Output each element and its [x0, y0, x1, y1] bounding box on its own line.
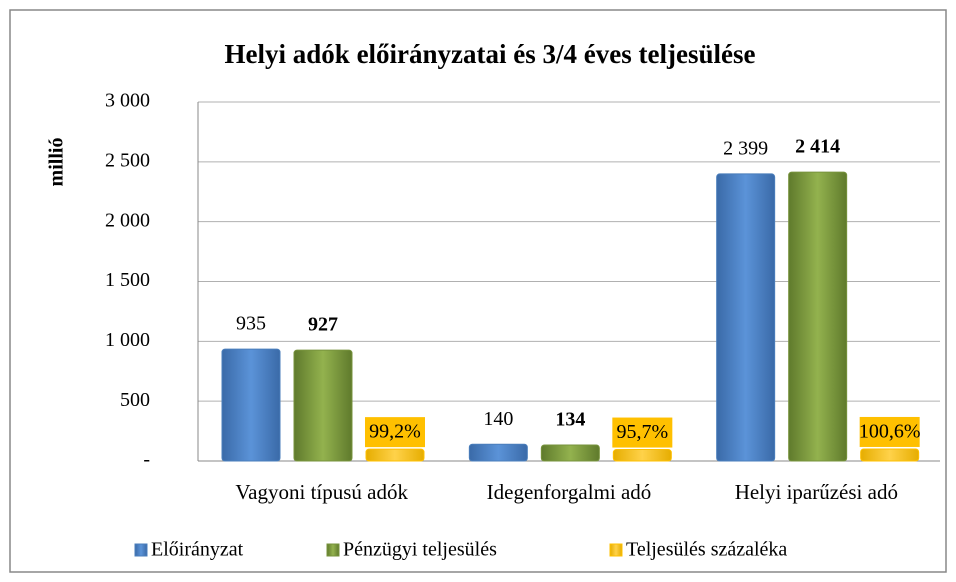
- bar: [716, 173, 776, 462]
- x-tick-label: Helyi iparűzési adó: [735, 480, 898, 504]
- legend-label: Pénzügyi teljesülés: [343, 539, 497, 561]
- y-tick-label: 3 000: [105, 90, 150, 112]
- bar: [221, 348, 281, 462]
- legend-swatch: [609, 543, 623, 557]
- legend-label: Teljesülés százaléka: [626, 539, 787, 561]
- value-label-box: [365, 417, 425, 448]
- value-label: 95,7%: [616, 421, 668, 443]
- value-label: 140: [483, 408, 513, 430]
- bar: [540, 444, 600, 462]
- value-label-box: [612, 417, 673, 448]
- bar: [365, 448, 425, 462]
- x-tick-label: Idegenforgalmi adó: [487, 480, 652, 504]
- value-label: 927: [308, 314, 338, 336]
- bar: [612, 449, 672, 462]
- legend-swatch: [326, 543, 340, 557]
- legend-swatch: [134, 543, 148, 557]
- value-label: 935: [236, 313, 266, 335]
- value-label: 2 414: [795, 136, 840, 158]
- y-tick-label: 500: [120, 389, 150, 411]
- legend-label: Előirányzat: [151, 539, 244, 561]
- y-tick-label: 2 000: [105, 209, 150, 231]
- value-label: 100,6%: [859, 421, 921, 443]
- y-tick-label: 1 000: [105, 329, 150, 351]
- value-label: 134: [555, 409, 585, 431]
- value-label: 2 399: [723, 138, 768, 160]
- bar: [788, 171, 848, 462]
- y-tick-label: 2 500: [105, 149, 150, 171]
- chart-title: Helyi adók előirányzatai és 3/4 éves tel…: [225, 39, 756, 69]
- bar: [468, 443, 528, 462]
- y-axis-label: millió: [46, 138, 68, 187]
- bar: [860, 448, 920, 462]
- bar: [293, 349, 353, 462]
- value-label-box: [859, 416, 920, 447]
- x-tick-label: Vagyoni típusú adók: [235, 480, 408, 504]
- y-tick-label: -: [143, 449, 150, 471]
- value-label: 99,2%: [369, 421, 421, 443]
- y-tick-label: 1 500: [105, 269, 150, 291]
